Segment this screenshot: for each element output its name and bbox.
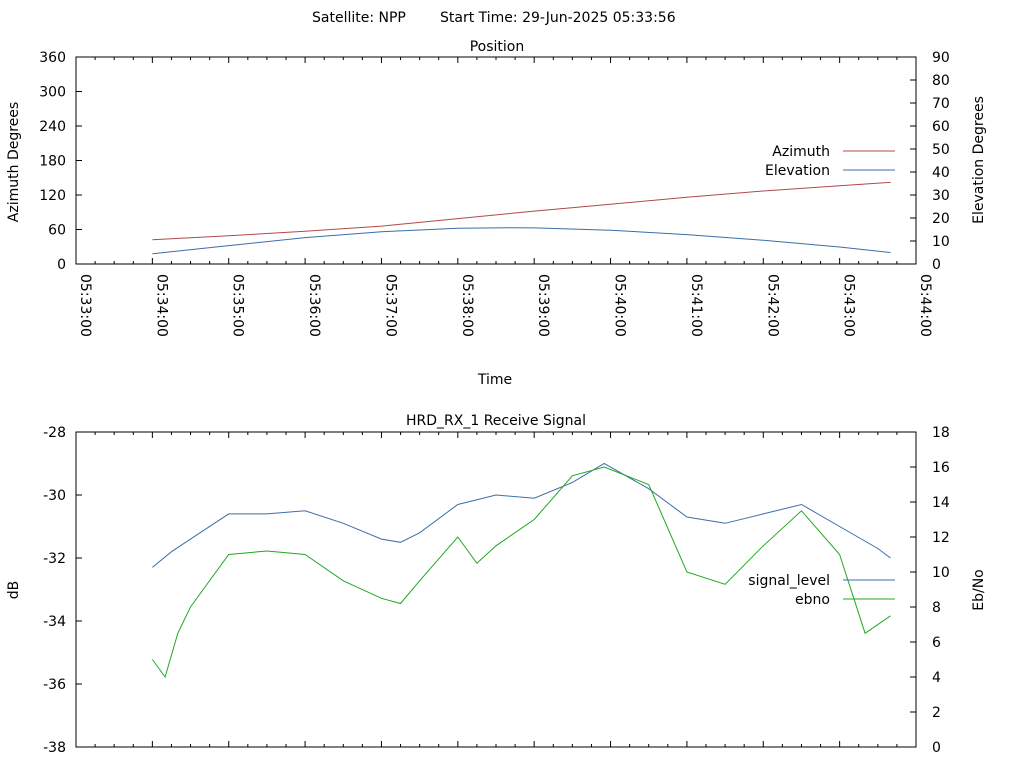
- position-y-right-tick-label: 80: [932, 73, 950, 89]
- position-y-left-label: Azimuth Degrees: [6, 102, 22, 222]
- position-y-right-tick-label: 0: [932, 257, 941, 273]
- position-y-right-label: Elevation Degrees: [971, 96, 987, 224]
- signal-plot-frame: [75, 431, 917, 748]
- position-y-right-tick-label: 60: [932, 119, 950, 135]
- position-y-right-tick-label: 20: [932, 211, 950, 227]
- signal-y-right-tick-label: 16: [932, 460, 950, 476]
- signal-y-left-tick-label: -38: [43, 740, 66, 756]
- signal-title: HRD_RX_1 Receive Signal: [406, 413, 586, 429]
- position-x-tick-label: 05:37:00: [382, 274, 398, 337]
- position-y-right-tick-label: 10: [932, 234, 950, 250]
- position-y-left-tick-label: 300: [39, 85, 66, 101]
- position-x-tick-label: 05:33:00: [77, 274, 93, 337]
- signal-lines: [151, 462, 891, 679]
- signal-ticks: -28 -30 -32 -34 -36 -38 0 2 4 6 8 10 12 14 16 18: [43, 425, 950, 756]
- position-x-tick-label: 05:43:00: [841, 274, 857, 337]
- signal-y-left-tick-label: -30: [43, 488, 66, 504]
- position-title: Position: [470, 39, 525, 55]
- position_chart-legend-label: Elevation: [765, 163, 830, 179]
- position-x-tick-label: 05:34:00: [153, 274, 169, 337]
- position-y-left-tick-label: 120: [39, 188, 66, 204]
- position-lines: [152, 181, 891, 255]
- header-start-time: Start Time: 29-Jun-2025 05:33:56: [440, 10, 676, 26]
- signal-series-signal-level: [152, 462, 891, 568]
- position-x-tick-label: 05:40:00: [612, 274, 628, 337]
- signal-series-ebno: [151, 466, 891, 679]
- signal-y-right-tick-label: 8: [932, 600, 941, 616]
- position-series-azimuth: [152, 181, 891, 241]
- position-plot-frame: [75, 56, 917, 265]
- position-y-left-tick-label: 360: [39, 50, 66, 66]
- signal-y-right-tick-label: 12: [932, 530, 950, 546]
- signal-y-left-tick-label: -34: [43, 614, 66, 630]
- position-y-left-tick-label: 180: [39, 154, 66, 170]
- signal-y-right-tick-label: 14: [932, 495, 950, 511]
- position-y-left-tick-label: 240: [39, 119, 66, 135]
- position-y-right-tick-label: 50: [932, 142, 950, 158]
- position-y-right-tick-label: 40: [932, 165, 950, 181]
- signal_chart-legend-label: ebno: [795, 592, 830, 608]
- signal-y-right-tick-label: 4: [932, 670, 941, 686]
- signal-y-left-tick-label: -36: [43, 677, 66, 693]
- position-x-tick-label: 05:36:00: [306, 274, 322, 337]
- signal-y-left-label: dB: [6, 581, 22, 600]
- signal-y-right-label: Eb/No: [971, 569, 987, 611]
- signal-y-right-tick-label: 18: [932, 425, 950, 441]
- position-x-label: Time: [477, 372, 512, 388]
- position-y-right-tick-label: 70: [932, 96, 950, 112]
- signal-y-right-tick-label: 2: [932, 705, 941, 721]
- header-satellite: Satellite: NPP: [312, 10, 406, 26]
- position-y-right-tick-label: 30: [932, 188, 950, 204]
- position-ticks: 05:33:00 05:34:00 05:35:00 05:36:00 05:37:00…: [39, 50, 950, 337]
- signal-y-right-tick-label: 6: [932, 635, 941, 651]
- signal-y-left-tick-label: -28: [43, 425, 66, 441]
- position-y-right-tick-label: 90: [932, 50, 950, 66]
- signal-y-right-tick-label: 10: [932, 565, 950, 581]
- position-x-tick-label: 05:42:00: [764, 274, 780, 337]
- position-legend: Azimuth Elevation: [765, 144, 895, 179]
- position-y-left-tick-label: 60: [48, 223, 66, 239]
- signal-y-left-tick-label: -32: [43, 551, 66, 567]
- signal_chart-legend-label: signal_level: [748, 573, 830, 589]
- position-series-elevation: [152, 227, 891, 255]
- position_chart-legend-label: Azimuth: [772, 144, 830, 160]
- position-x-tick-label: 05:41:00: [688, 274, 704, 337]
- position-y-left-tick-label: 0: [57, 257, 66, 273]
- position-x-tick-label: 05:39:00: [535, 274, 551, 337]
- position-x-tick-label: 05:44:00: [917, 274, 933, 337]
- position-x-tick-label: 05:35:00: [230, 274, 246, 337]
- signal-y-right-tick-label: 0: [932, 740, 941, 756]
- position-x-tick-label: 05:38:00: [459, 274, 475, 337]
